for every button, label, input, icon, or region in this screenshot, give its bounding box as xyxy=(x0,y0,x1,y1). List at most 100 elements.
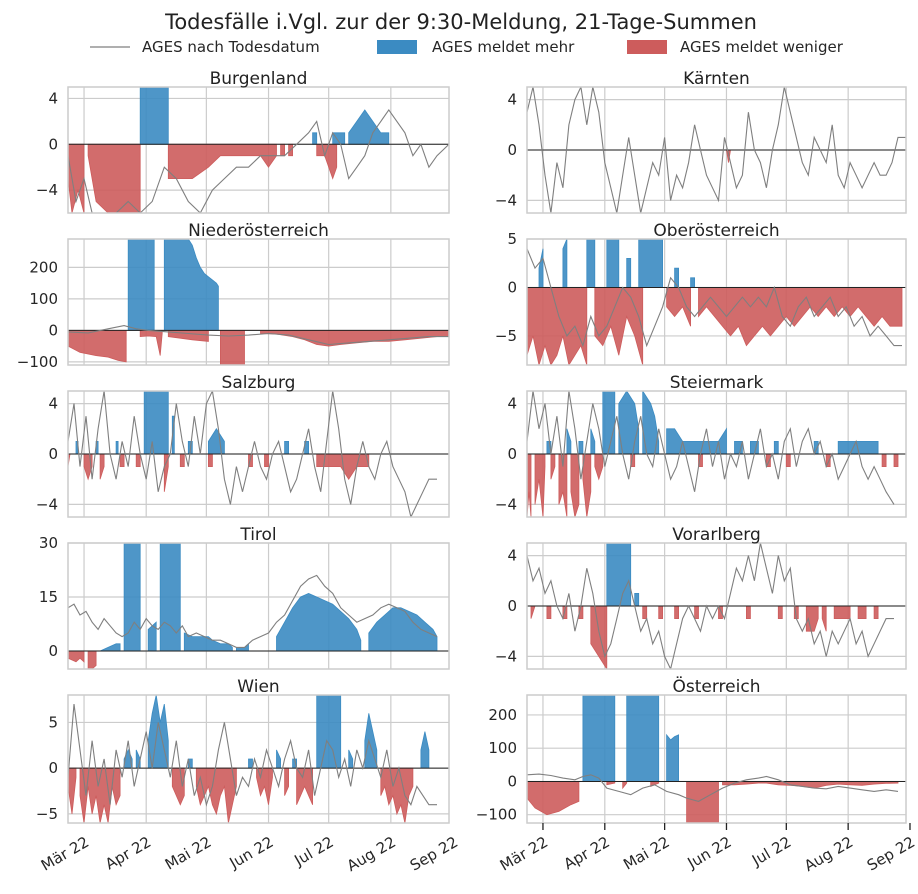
area-ages-less xyxy=(746,605,751,619)
area-ages-more xyxy=(690,277,695,288)
area-ages-less xyxy=(99,453,105,480)
area-ages-less xyxy=(582,453,592,517)
area-ages-more xyxy=(127,239,155,331)
area-ages-more xyxy=(634,593,640,607)
area-ages-more xyxy=(420,731,430,769)
y-tick-label: 0 xyxy=(507,141,517,159)
plot-area xyxy=(68,87,449,213)
y-tick-label: −4 xyxy=(495,495,517,513)
line-ages-todesdatum xyxy=(68,574,438,648)
panel-title: Österreich xyxy=(673,675,761,697)
panel-niederoesterreich: Niederösterreich 200 100 0 −100 xyxy=(17,221,450,371)
y-tick-label: −100 xyxy=(476,806,517,824)
area-ages-less xyxy=(622,781,628,790)
area-ages-more xyxy=(618,391,640,455)
area-ages-less xyxy=(79,767,121,823)
axes-frame xyxy=(67,86,450,214)
y-tick-label: 100 xyxy=(29,290,58,308)
area-ages-more xyxy=(348,749,354,769)
area-ages-more xyxy=(163,239,219,331)
y-tick-label: 0 xyxy=(507,772,517,790)
axes-frame xyxy=(67,390,450,518)
area-ages-less xyxy=(119,453,125,467)
area-ages-more xyxy=(248,758,253,769)
y-tick-label: −5 xyxy=(36,805,58,823)
area-ages-more xyxy=(606,543,632,607)
area-ages-more xyxy=(123,543,141,652)
axes-frame xyxy=(526,86,907,214)
area-ages-more xyxy=(147,695,169,769)
plot-area xyxy=(68,543,449,669)
y-tick-label: 5 xyxy=(48,713,58,731)
panel-oesterreich: Österreich 200 100 0 −100 Mär 22 Apr 22 Mai 22 J… xyxy=(476,675,918,875)
x-tick-label: Jun 22 xyxy=(226,833,277,873)
area-ages-more xyxy=(562,239,568,288)
y-tick-label: 200 xyxy=(29,258,58,276)
x-tick-label: Sep 22 xyxy=(864,833,918,875)
y-tick-label: 100 xyxy=(488,739,517,757)
area-ages-less xyxy=(68,767,77,814)
x-tick-label: Mai 22 xyxy=(620,833,672,874)
x-tick-label: Apr 22 xyxy=(102,833,154,873)
area-ages-more xyxy=(115,441,119,455)
area-ages-less xyxy=(785,453,791,467)
area-ages-less xyxy=(195,767,237,823)
x-tick-label: Sep 22 xyxy=(407,833,461,875)
area-ages-less xyxy=(857,605,867,619)
y-tick-label: 0 xyxy=(507,278,517,296)
axes-frame xyxy=(526,542,907,670)
area-ages-more xyxy=(578,441,584,455)
line-ages-todesdatum xyxy=(527,391,895,505)
axes-frame xyxy=(67,542,450,670)
area-ages-more xyxy=(143,391,169,455)
y-tick-label: 15 xyxy=(39,588,58,606)
line-ages-todesdatum xyxy=(527,248,902,348)
legend-less-swatch xyxy=(627,40,667,54)
y-tick-label: 0 xyxy=(48,321,58,339)
area-ages-more xyxy=(638,239,663,288)
panel-wien: Wien 5 0 −5 Mär 22 Apr 22 Mai 22 Jun 22 Jul 22 Au… xyxy=(36,677,461,875)
area-ages-less xyxy=(260,330,449,347)
legend-less-label: AGES meldet weniger xyxy=(680,38,844,56)
area-ages-more xyxy=(208,428,225,455)
y-tick-label: −5 xyxy=(495,327,517,345)
area-ages-more xyxy=(159,543,181,652)
area-ages-more xyxy=(586,239,596,288)
legend: AGES nach Todesdatum AGES meldet mehr AG… xyxy=(90,38,844,56)
area-ages-less xyxy=(87,650,97,669)
area-ages-less xyxy=(280,143,285,157)
x-tick-label: Jul 22 xyxy=(748,833,794,870)
axes-frame xyxy=(67,694,450,824)
panel-salzburg: Salzburg 4 0 −4 xyxy=(36,373,450,518)
y-tick-label: 4 xyxy=(507,395,517,413)
area-ages-less xyxy=(550,453,556,480)
area-ages-more xyxy=(276,592,362,652)
panel-steiermark: Steiermark 4 0 −4 xyxy=(495,373,907,518)
panel-title: Tirol xyxy=(239,525,276,545)
area-ages-less xyxy=(380,767,414,823)
y-tick-label: −4 xyxy=(36,495,58,513)
area-ages-less xyxy=(208,453,213,467)
y-tick-label: 4 xyxy=(507,547,517,565)
panel-title: Salzburg xyxy=(222,373,296,393)
x-tick-label: Mär 22 xyxy=(497,833,551,875)
area-ages-less xyxy=(139,330,163,356)
axes-frame xyxy=(526,390,907,518)
y-tick-label: 200 xyxy=(488,706,517,724)
area-ages-less xyxy=(833,605,851,619)
area-ages-less xyxy=(893,453,899,467)
y-tick-label: 0 xyxy=(48,445,58,463)
area-ages-less xyxy=(674,605,679,619)
plot-area xyxy=(68,695,449,823)
area-ages-less xyxy=(264,453,269,467)
y-tick-label: −4 xyxy=(495,191,517,209)
panel-oberoesterreich: Oberösterreich 5 0 −5 xyxy=(495,221,907,366)
plot-area xyxy=(527,695,906,823)
panel-title: Niederösterreich xyxy=(188,221,329,241)
area-ages-more xyxy=(773,441,779,455)
area-ages-more xyxy=(602,391,616,455)
plot-area xyxy=(68,391,449,517)
panels: Burgenland 4 0 −4 Kärnten 4 0 −4 Niederösterreic… xyxy=(17,69,918,875)
y-tick-label: 0 xyxy=(507,597,517,615)
panel-kaernten: Kärnten 4 0 −4 xyxy=(495,69,907,214)
